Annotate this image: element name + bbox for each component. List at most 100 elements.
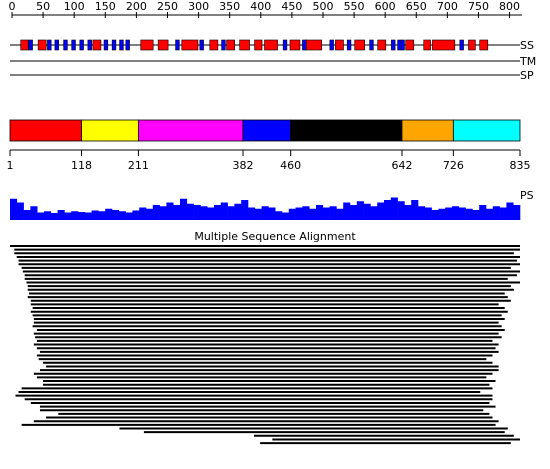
ss-element — [37, 39, 47, 51]
domain — [242, 119, 292, 142]
ss-element — [401, 39, 405, 51]
ss-element — [119, 39, 124, 51]
ps-bar — [492, 206, 500, 220]
ps-bar — [397, 201, 405, 220]
ss-element — [346, 39, 352, 51]
tick-label: 500 — [312, 0, 333, 13]
ss-element — [157, 39, 169, 51]
ps-bar — [132, 210, 140, 220]
ps-bar — [125, 212, 133, 220]
ps-bar — [64, 212, 72, 220]
ps-bar — [384, 200, 392, 220]
domain — [81, 119, 139, 142]
ps-bar — [57, 210, 65, 220]
ps-bar — [268, 207, 276, 220]
ps-bar — [486, 208, 494, 220]
ps-bar — [159, 206, 167, 220]
ps-bar — [411, 200, 419, 220]
ps-bar — [343, 202, 351, 220]
ps-bar — [350, 205, 358, 220]
ps-bar — [275, 211, 283, 220]
ps-bar — [282, 212, 290, 220]
tick-label: 118 — [71, 159, 92, 172]
ps-bar — [431, 210, 439, 220]
tick-label: 300 — [188, 0, 209, 13]
ps-bar — [418, 206, 426, 220]
domain — [452, 119, 521, 142]
ps-bar — [356, 201, 364, 220]
ss-element — [391, 39, 396, 51]
ss-element — [459, 39, 464, 51]
tick-label: 150 — [95, 0, 116, 13]
ss-element — [28, 39, 33, 51]
ss-element — [63, 39, 68, 51]
ps-bar — [295, 207, 303, 220]
ps-bar — [390, 197, 398, 220]
domain — [290, 119, 403, 142]
domain — [9, 119, 82, 142]
ps-bar — [377, 202, 385, 220]
tick-label: 200 — [126, 0, 147, 13]
tick-label: 211 — [128, 159, 149, 172]
ps-bar — [112, 210, 120, 220]
ss-element — [47, 39, 52, 51]
ps-bar — [91, 210, 99, 220]
ss-element — [369, 39, 374, 51]
ps-bar — [180, 198, 188, 220]
ss-element — [479, 39, 489, 51]
ps-bar — [139, 207, 147, 220]
domain — [138, 119, 244, 142]
ps-bar — [445, 207, 453, 220]
ss-element — [226, 39, 235, 51]
tick-label: 600 — [375, 0, 396, 13]
ss-element — [54, 39, 59, 51]
ps-bar — [105, 208, 113, 220]
tick-label: 450 — [281, 0, 302, 13]
ps-bar — [472, 210, 480, 220]
ps-bar — [207, 207, 215, 220]
ss-element — [405, 39, 415, 51]
ss-element — [397, 39, 402, 51]
ss-element — [92, 39, 102, 51]
ps-bar — [424, 207, 432, 220]
tick-label: 50 — [36, 0, 50, 13]
ps-bar — [44, 211, 52, 220]
ps-bar — [98, 211, 106, 220]
tick-label: 726 — [443, 159, 464, 172]
ps-bar — [71, 211, 79, 220]
ss-element — [354, 39, 365, 51]
ss-element — [302, 39, 307, 51]
ps-bar — [404, 205, 412, 220]
ss-element — [199, 39, 204, 51]
tick-label: 460 — [280, 159, 301, 172]
ps-bar — [261, 206, 269, 220]
ss-element — [432, 39, 456, 51]
track-label: PS — [520, 189, 534, 202]
ss-element — [181, 39, 199, 51]
ps-bar — [479, 205, 487, 220]
ps-bar — [329, 206, 337, 220]
ss-element — [423, 39, 431, 51]
ps-bar — [200, 206, 208, 220]
ps-bar — [254, 208, 262, 220]
ss-element — [377, 39, 387, 51]
tick-label: 400 — [250, 0, 271, 13]
ps-bar — [84, 212, 92, 220]
tick-label: 550 — [344, 0, 365, 13]
ps-bar — [10, 198, 18, 220]
ss-element — [209, 39, 219, 51]
track-label: SP — [520, 69, 534, 82]
ps-bar — [288, 208, 296, 220]
ps-bar — [50, 213, 58, 220]
ss-element — [264, 39, 278, 51]
ps-bar — [30, 206, 38, 220]
ps-bar — [316, 205, 324, 220]
ss-element — [329, 39, 334, 51]
track-label: TM — [519, 55, 536, 68]
ps-bar — [370, 206, 378, 220]
ps-bar — [227, 206, 235, 220]
ps-bar — [499, 207, 507, 220]
ps-bar — [78, 212, 86, 220]
ps-bar — [23, 210, 31, 220]
ps-bar — [322, 207, 330, 220]
